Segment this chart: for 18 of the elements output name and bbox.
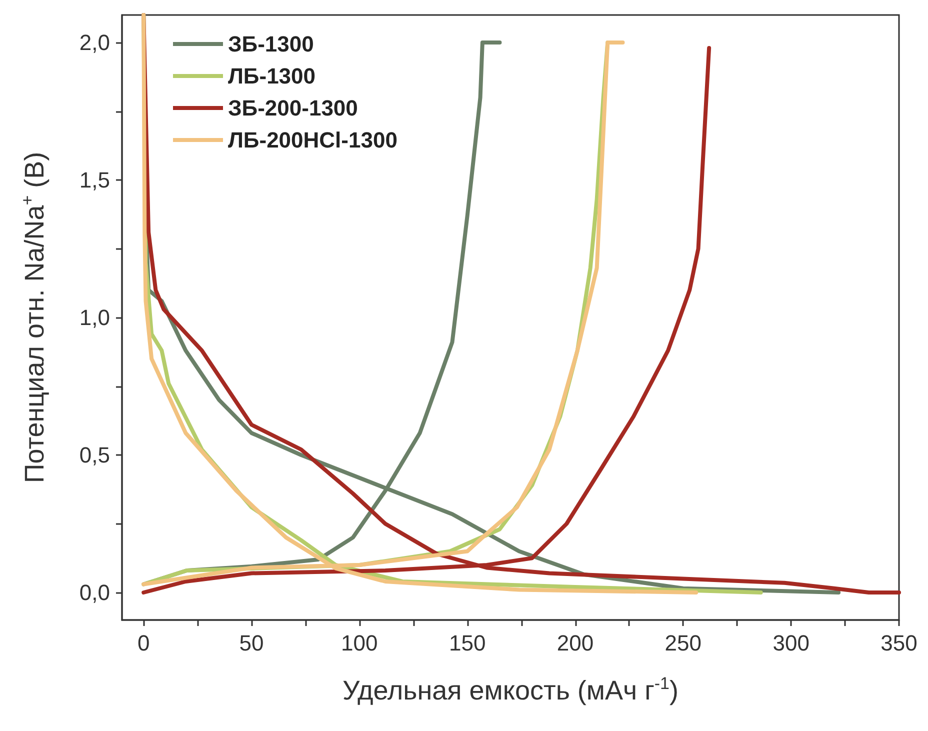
legend-label: ЛБ-1300: [228, 64, 316, 88]
x-tick-label: 0: [137, 630, 150, 656]
y-tick-label: 2,0: [79, 30, 110, 55]
x-tick-label: 100: [341, 630, 378, 656]
x-tick-label: 50: [239, 630, 264, 656]
x-tick-label: 350: [880, 630, 918, 656]
legend-label: ЗБ-1300: [228, 32, 314, 56]
x-tick-label: 300: [772, 630, 810, 656]
legend-label: ЛБ-200HCl-1300: [228, 128, 398, 152]
y-axis-title: Потенциал отн. Na/Na+ (В): [18, 152, 50, 484]
x-tick-label: 250: [664, 630, 702, 656]
y-tick-label: 1,0: [79, 305, 110, 330]
x-tick-label: 150: [448, 630, 486, 656]
y-tick-label: 0,5: [79, 442, 110, 468]
y-tick-label: 0,0: [79, 580, 110, 605]
y-tick-label: 1,5: [79, 168, 110, 192]
x-tick-label: 200: [556, 630, 594, 656]
legend-label: ЗБ-200-1300: [228, 96, 358, 120]
